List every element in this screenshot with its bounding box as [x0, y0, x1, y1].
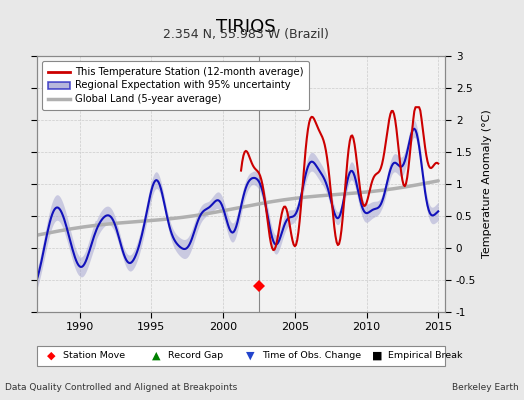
Text: TIRIOS: TIRIOS — [216, 18, 276, 36]
Text: Time of Obs. Change: Time of Obs. Change — [262, 352, 361, 360]
Text: Berkeley Earth: Berkeley Earth — [452, 383, 519, 392]
Text: ▼: ▼ — [246, 351, 255, 361]
Text: Empirical Break: Empirical Break — [388, 352, 462, 360]
Y-axis label: Temperature Anomaly (°C): Temperature Anomaly (°C) — [482, 110, 492, 258]
Legend: This Temperature Station (12-month average), Regional Expectation with 95% uncer: This Temperature Station (12-month avera… — [42, 61, 309, 110]
Text: Record Gap: Record Gap — [168, 352, 223, 360]
Text: ■: ■ — [372, 351, 383, 361]
Text: ◆: ◆ — [47, 351, 56, 361]
Text: 2.354 N, 55.983 W (Brazil): 2.354 N, 55.983 W (Brazil) — [163, 28, 329, 41]
Text: ▲: ▲ — [152, 351, 160, 361]
Text: Station Move: Station Move — [63, 352, 125, 360]
Text: Data Quality Controlled and Aligned at Breakpoints: Data Quality Controlled and Aligned at B… — [5, 383, 237, 392]
